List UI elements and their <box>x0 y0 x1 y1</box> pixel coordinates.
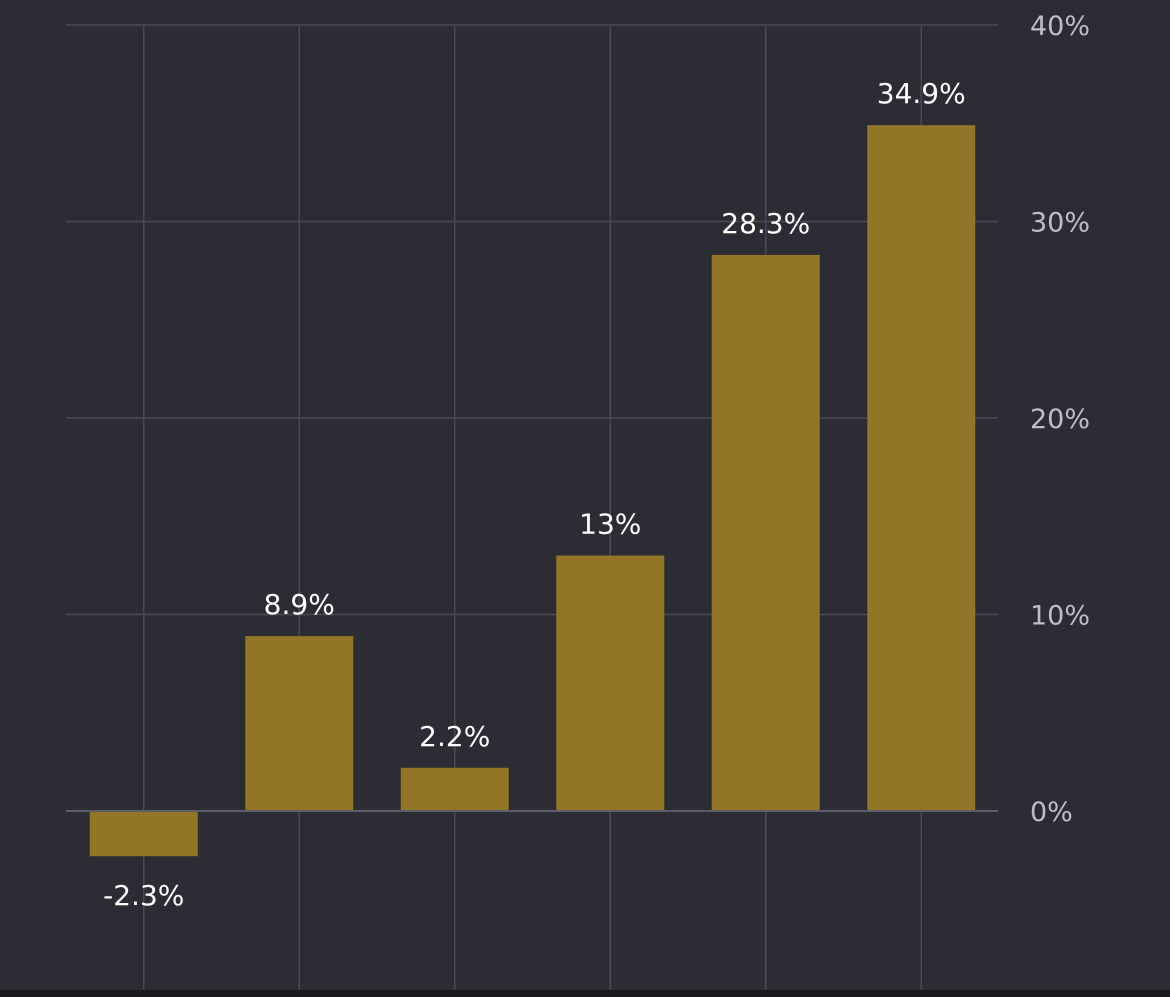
bar-value-label: 2.2% <box>419 720 490 753</box>
bar-value-label: 34.9% <box>877 77 966 110</box>
y-tick-label: 20% <box>1030 404 1090 435</box>
y-tick-label: 30% <box>1030 208 1090 239</box>
bar <box>711 254 820 811</box>
bar <box>867 125 976 812</box>
bottom-edge-strip <box>0 990 1170 997</box>
bar <box>89 811 198 857</box>
y-tick-label: 0% <box>1030 797 1073 828</box>
bar <box>556 555 665 811</box>
bar-value-label: 8.9% <box>264 588 335 621</box>
bar <box>245 636 354 811</box>
y-axis-tick-labels: 0% 10% 20% 30% 40% <box>1030 11 1090 828</box>
gridlines <box>66 24 998 990</box>
bar <box>400 767 509 811</box>
bar-value-label: 13% <box>579 508 641 541</box>
bar-value-label: -2.3% <box>103 879 184 912</box>
y-tick-label: 40% <box>1030 11 1090 42</box>
bars <box>89 125 976 857</box>
bar-value-label: 28.3% <box>721 207 810 240</box>
data-labels: -2.3% 8.9% 2.2% 13% 28.3% 34.9% <box>103 77 966 912</box>
y-tick-label: 10% <box>1030 601 1090 632</box>
